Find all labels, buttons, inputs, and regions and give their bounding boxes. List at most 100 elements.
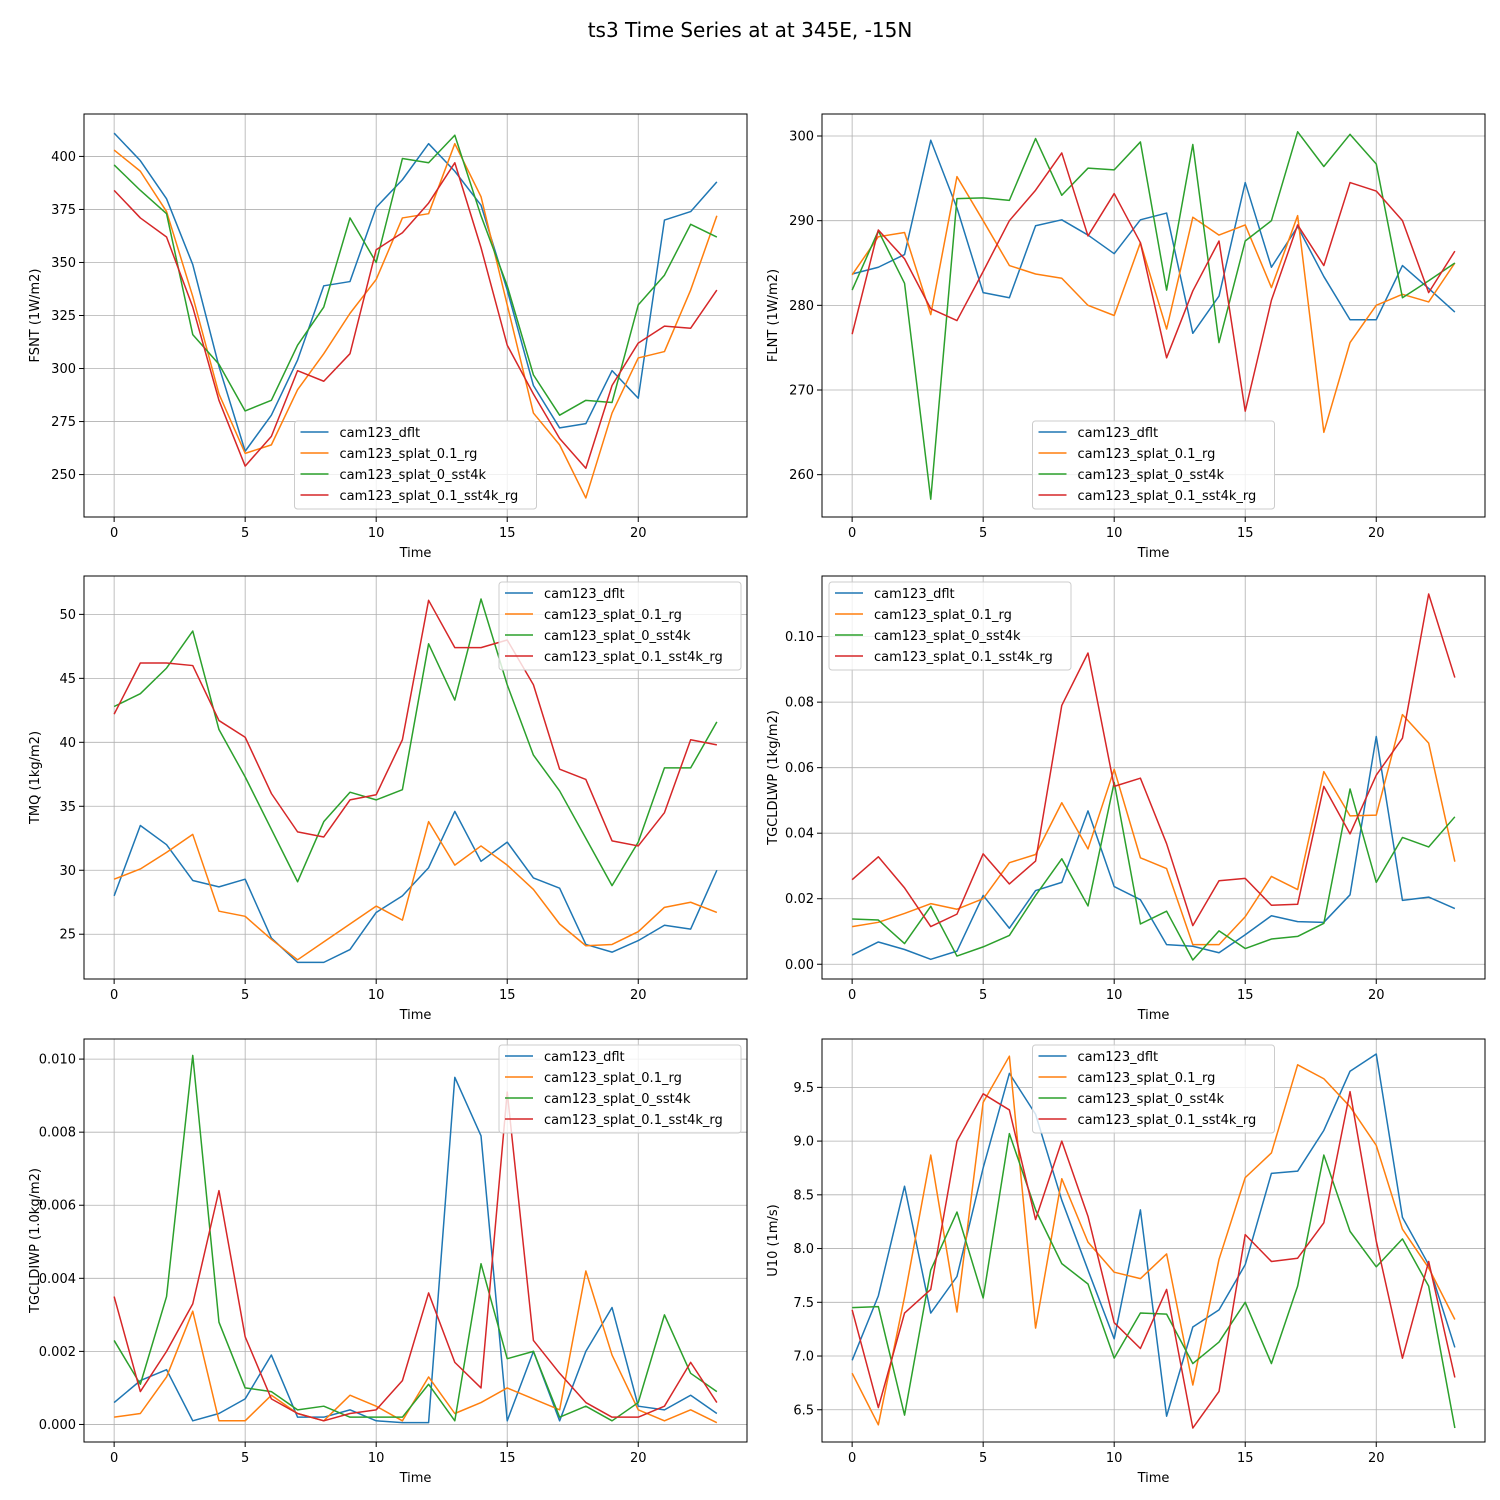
y-tick-label: 9.5 <box>793 1081 814 1096</box>
legend-label: cam123_dflt <box>544 1050 625 1065</box>
y-tick-label: 0.02 <box>785 892 814 907</box>
x-tick-label: 5 <box>241 1451 249 1466</box>
y-tick-label: 0.010 <box>39 1053 76 1068</box>
x-tick-label: 5 <box>241 526 249 541</box>
y-tick-label: 45 <box>59 672 76 687</box>
panel-4: 0 5 10 15 20 0.00 0.02 0.04 0.06 0.08 0.10 Time TGCL… <box>766 575 1486 1023</box>
series-line-cam123_dflt <box>851 139 1456 335</box>
legend-box <box>1032 1044 1275 1134</box>
y-tick-label: 260 <box>789 468 814 483</box>
series-line-cam123_splat_0.1_sst4k_rg <box>851 1090 1456 1429</box>
series-line-cam123_splat_0.1_sst4k_rg <box>851 152 1456 412</box>
series-line-cam123_splat_0_sst4k <box>113 134 718 416</box>
legend-label: cam123_splat_0.1_sst4k_rg <box>874 650 1053 665</box>
legend-box <box>294 420 537 510</box>
legend-label: cam123_splat_0_sst4k <box>544 1092 691 1107</box>
y-axis-label: TGCLDLWP (1kg/m2) <box>766 710 781 846</box>
panel-6: 0 5 10 15 20 6.5 7.0 7.5 8.0 8.5 9.0 9.5 Time U10 (1m… <box>766 1038 1486 1486</box>
legend-box <box>498 1044 742 1134</box>
y-axis-label: U10 (1m/s) <box>766 1204 781 1276</box>
legend-box <box>1032 420 1275 510</box>
x-tick-label: 0 <box>848 526 856 541</box>
x-tick-label: 5 <box>979 526 987 541</box>
legend-label: cam123_dflt <box>874 587 955 602</box>
y-tick-label: 0.006 <box>39 1199 76 1214</box>
legend-label: cam123_splat_0.1_rg <box>340 447 478 462</box>
y-tick-label: 0.004 <box>39 1272 76 1287</box>
y-axis-label: TMQ (1kg/m2) <box>28 731 43 825</box>
y-tick-label: 400 <box>51 150 76 165</box>
y-tick-label: 0.04 <box>785 827 814 842</box>
legend-box <box>498 581 742 671</box>
x-tick-label: 15 <box>1237 1451 1254 1466</box>
legend-label: cam123_splat_0.1_sst4k_rg <box>340 489 519 504</box>
x-tick-label: 15 <box>1237 988 1254 1003</box>
legend-label: cam123_splat_0_sst4k <box>340 468 487 483</box>
y-tick-label: 250 <box>51 468 76 483</box>
legend: cam123_dflt cam123_splat_0.1_rg cam123_spl… <box>828 581 1072 671</box>
x-tick-label: 0 <box>110 526 118 541</box>
x-tick-label: 5 <box>979 1451 987 1466</box>
legend-label: cam123_dflt <box>1078 426 1159 441</box>
y-axis-label: TGCLDIWP (1.0kg/m2) <box>28 1168 43 1314</box>
x-tick-label: 10 <box>368 988 385 1003</box>
series-line-cam123_splat_0.1_sst4k_rg <box>851 593 1456 928</box>
series-line-cam123_splat_0.1_rg <box>851 175 1456 434</box>
y-tick-label: 7.0 <box>793 1350 814 1365</box>
legend-label: cam123_splat_0_sst4k <box>874 629 1021 644</box>
x-tick-label: 15 <box>499 1451 516 1466</box>
x-tick-label: 0 <box>848 988 856 1003</box>
legend-label: cam123_splat_0.1_sst4k_rg <box>1078 1113 1257 1128</box>
y-tick-label: 270 <box>789 384 814 399</box>
series-line-cam123_splat_0.1_rg <box>114 1270 718 1424</box>
x-tick-label: 20 <box>630 1451 647 1466</box>
y-tick-label: 0.002 <box>39 1345 76 1360</box>
x-tick-label: 20 <box>1368 526 1385 541</box>
series-line-cam123_splat_0.1_sst4k_rg <box>113 599 718 847</box>
x-tick-label: 10 <box>1106 526 1123 541</box>
x-tick-label: 20 <box>630 988 647 1003</box>
y-tick-label: 9.0 <box>793 1135 814 1150</box>
series-line-cam123_dflt <box>851 735 1456 961</box>
y-tick-label: 280 <box>789 299 814 314</box>
x-tick-label: 15 <box>499 988 516 1003</box>
legend-label: cam123_splat_0_sst4k <box>1078 1092 1225 1107</box>
legend: cam123_dflt cam123_splat_0.1_rg cam123_spl… <box>498 1044 742 1134</box>
series-line-cam123_splat_0_sst4k <box>852 781 1456 961</box>
y-tick-label: 50 <box>59 608 76 623</box>
x-tick-label: 20 <box>1368 1451 1385 1466</box>
series-line-cam123_splat_0.1_sst4k_rg <box>113 162 718 469</box>
series-line-cam123_splat_0_sst4k <box>852 1132 1456 1429</box>
x-tick-label: 10 <box>368 526 385 541</box>
legend-label: cam123_splat_0.1_rg <box>1078 1071 1216 1086</box>
x-tick-label: 0 <box>110 1451 118 1466</box>
y-axis-label: FLNT (1W/m2) <box>766 269 781 362</box>
legend: cam123_dflt cam123_splat_0.1_rg cam123_spl… <box>1032 1044 1275 1134</box>
y-tick-label: 0.10 <box>785 630 814 645</box>
y-tick-label: 0.08 <box>785 696 814 711</box>
y-tick-label: 290 <box>789 214 814 229</box>
legend-label: cam123_splat_0.1_rg <box>1078 447 1216 462</box>
y-tick-label: 7.5 <box>793 1296 814 1311</box>
x-tick-label: 15 <box>499 526 516 541</box>
x-tick-label: 5 <box>979 988 987 1003</box>
y-tick-label: 325 <box>51 309 76 324</box>
y-tick-label: 375 <box>51 203 76 218</box>
legend: cam123_dflt cam123_splat_0.1_rg cam123_spl… <box>498 581 742 671</box>
legend-label: cam123_splat_0.1_rg <box>544 608 682 623</box>
panel-1: 0 5 10 15 20 250 275 300 325 350 375 400 Time FSNT (1… <box>28 113 748 561</box>
x-axis-label: Time <box>399 1471 432 1486</box>
y-tick-label: 350 <box>51 256 76 271</box>
axes-frame <box>821 113 1486 518</box>
legend-label: cam123_splat_0.1_sst4k_rg <box>1078 489 1257 504</box>
series-line-cam123_splat_0_sst4k <box>851 131 1456 500</box>
axes-frame <box>83 1038 748 1443</box>
y-tick-label: 0.00 <box>785 958 814 973</box>
panel-5: 0 5 10 15 20 0.000 0.002 0.004 0.006 0.008 0.010 Ti… <box>28 1038 748 1486</box>
series-line-cam123_splat_0.1_rg <box>852 713 1456 946</box>
axes-frame <box>821 575 1486 980</box>
legend-label: cam123_splat_0_sst4k <box>544 629 691 644</box>
legend-label: cam123_splat_0.1_rg <box>874 608 1012 623</box>
legend-label: cam123_dflt <box>544 587 625 602</box>
